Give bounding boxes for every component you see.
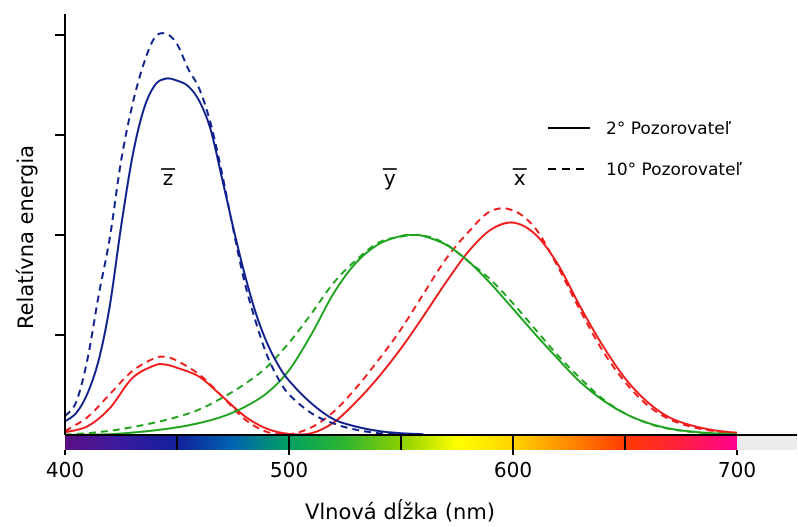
series-x-2deg-line bbox=[64, 221, 738, 436]
x-tick-label: 500 bbox=[270, 458, 308, 482]
curve-label-x: x bbox=[514, 166, 526, 190]
curve-label-z: z bbox=[163, 166, 174, 190]
x-ticks: 400 500 600 700 bbox=[46, 450, 756, 482]
series-x-10deg-line bbox=[64, 207, 738, 436]
series-z-10deg-line bbox=[64, 32, 424, 436]
x-tick-label: 400 bbox=[46, 458, 84, 482]
spectrum-tail bbox=[737, 436, 797, 450]
series-y-10deg-line bbox=[64, 234, 738, 436]
y-axis-title: Relatívna energia bbox=[14, 145, 38, 329]
x-axis-title: Vlnová dĺžka (nm) bbox=[305, 499, 495, 524]
spectrum-bar bbox=[65, 436, 797, 450]
curve-label-y: y bbox=[384, 166, 396, 190]
y-ticks bbox=[55, 34, 65, 336]
legend: 2° Pozorovateľ 10° Pozorovateľ bbox=[548, 119, 743, 180]
series-z-2deg-line bbox=[64, 77, 424, 436]
curves bbox=[64, 32, 738, 436]
legend-dashed-label: 10° Pozorovateľ bbox=[606, 160, 743, 180]
x-tick-label: 600 bbox=[494, 458, 532, 482]
x-tick-label: 700 bbox=[718, 458, 756, 482]
legend-solid-label: 2° Pozorovateľ bbox=[606, 119, 732, 139]
series-y-2deg-line bbox=[64, 233, 738, 436]
